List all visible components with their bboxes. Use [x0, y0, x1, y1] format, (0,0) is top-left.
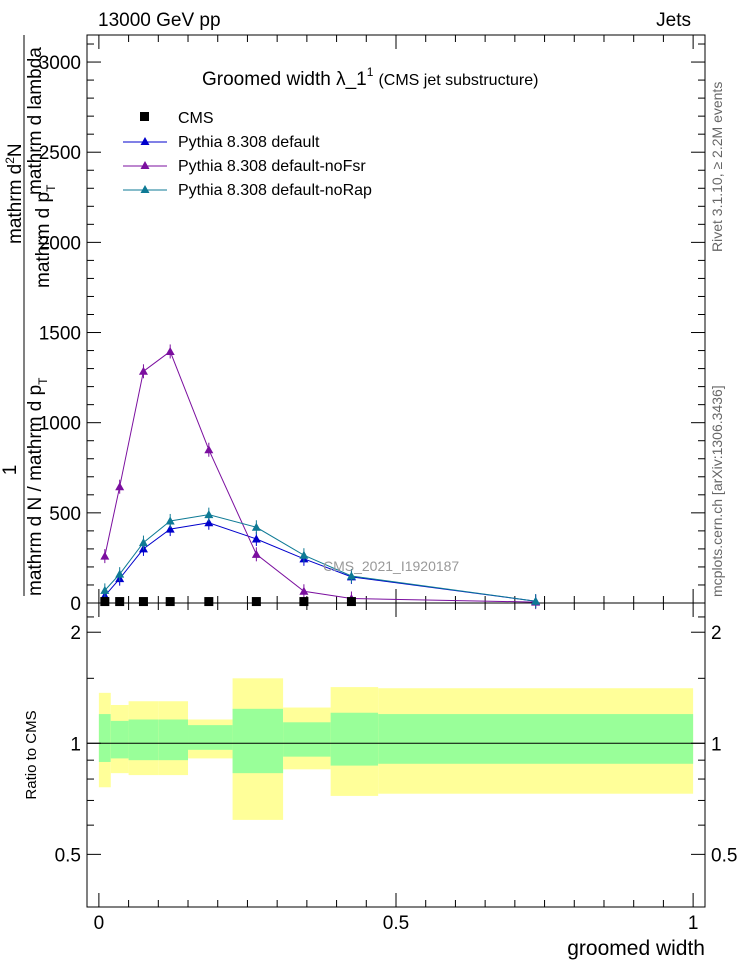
- legend-norap-marker: [140, 185, 150, 193]
- series-point: [251, 522, 261, 531]
- cms-point: [346, 597, 356, 607]
- mcplots-info: mcplots.cern.ch [arXiv:1306.3436]: [709, 385, 725, 597]
- ratio-y-label: Ratio to CMS: [23, 710, 40, 799]
- cms-point: [204, 597, 214, 607]
- y-label-numerator: mathrm d2N: [3, 143, 26, 244]
- series-point: [346, 571, 356, 580]
- ratio-y-tick-label: 0.5: [55, 845, 81, 866]
- rivet-info: Rivet 3.1.10, ≥ 2.2M events: [709, 82, 725, 252]
- x-tick-label: 0: [94, 913, 105, 934]
- main-axes: 0 500 1000 1500 2000 2500 3000: [39, 35, 705, 615]
- ratio-green-band: [110, 720, 129, 759]
- cms-point: [299, 597, 309, 607]
- y-label-right-line1: mathrm d pT: [33, 184, 58, 288]
- cms-point: [115, 597, 125, 607]
- series-point: [165, 524, 175, 533]
- chart-title-main: Groomed width λ_1: [202, 69, 367, 90]
- y-label-right-line1-text: mathrm d p: [33, 192, 54, 288]
- series-lines: [100, 344, 541, 610]
- x-tick-label: 1: [688, 913, 699, 934]
- watermark: CMS_2021_I1920187: [323, 558, 459, 574]
- series-point: [115, 569, 125, 578]
- series-point: [531, 596, 541, 605]
- ratio-green-band: [283, 722, 331, 757]
- legend-norap-label: Pythia 8.308 default-noRap: [178, 182, 372, 199]
- series-point: [100, 551, 110, 560]
- y-label-numerator-sup: 2: [3, 157, 17, 164]
- legend-cms-label: CMS: [178, 110, 214, 127]
- cms-point: [165, 597, 175, 607]
- series-point: [251, 549, 261, 558]
- series-point: [115, 482, 125, 491]
- y-label-one: 1: [0, 465, 21, 476]
- ratio-green-band: [330, 712, 379, 766]
- y-tick-label: 2000: [39, 233, 81, 254]
- y-tick-label: 0: [70, 594, 81, 615]
- y-tick-label: 2500: [39, 143, 81, 164]
- legend-cms-marker: [140, 112, 149, 121]
- x-tick-label: 0.5: [383, 913, 409, 934]
- y-label-denominator-text: mathrm d N / mathrm d p: [25, 385, 46, 596]
- header-right: Jets: [656, 10, 691, 31]
- chart-title: Groomed width λ_11 (CMS jet substructure): [202, 65, 538, 90]
- y-axis-label: 1 mathrm d N / mathrm d pT mathrm d2N ma…: [0, 35, 58, 596]
- y-label-right-line2: mathrm d lambda: [25, 47, 46, 195]
- ratio-green-band: [128, 719, 159, 761]
- ratio-y-tick-label-right: 0.5: [711, 845, 737, 866]
- series-point: [165, 516, 175, 525]
- legend-nofsr-marker: [140, 161, 150, 169]
- y-tick-label: 1000: [39, 414, 81, 435]
- ratio-y-tick-label: 1: [70, 734, 81, 755]
- y-label-right-line1-sub: T: [44, 184, 58, 192]
- cms-point: [251, 597, 261, 607]
- series-point: [165, 346, 175, 355]
- y-tick-label: 500: [49, 504, 81, 525]
- series-point: [204, 510, 214, 519]
- legend-default-marker: [140, 137, 150, 145]
- cms-point: [100, 597, 110, 607]
- series-point: [138, 538, 148, 547]
- x-axis-label: groomed width: [567, 937, 705, 960]
- y-label-denominator-sub: T: [36, 377, 50, 385]
- series-point: [251, 534, 261, 543]
- ratio-y-tick-label: 2: [70, 623, 81, 644]
- chart-title-suffix: (CMS jet substructure): [378, 72, 538, 89]
- ratio-axes: 0.5 0.5 1 1 2 2 0 0.5 1: [55, 603, 737, 934]
- ratio-y-tick-label-right: 1: [711, 734, 722, 755]
- ratio-green-band: [232, 708, 284, 774]
- legend: CMS Pythia 8.308 default Pythia 8.308 de…: [123, 110, 372, 199]
- y-label-numerator-prefix: mathrm d: [5, 164, 26, 244]
- header-left: 13000 GeV pp: [98, 10, 221, 31]
- ratio-green-band: [378, 714, 694, 764]
- series-point: [204, 518, 214, 527]
- ratio-green-band: [98, 714, 111, 762]
- y-label-numerator-rest: N: [5, 143, 26, 157]
- series-point: [138, 366, 148, 375]
- series-point: [204, 445, 214, 454]
- series-point: [299, 586, 309, 595]
- series-point: [299, 550, 309, 559]
- cms-points: [100, 597, 356, 607]
- ratio-green-band: [158, 719, 189, 761]
- legend-nofsr-label: Pythia 8.308 default-noFsr: [178, 158, 366, 175]
- ratio-bands: [87, 678, 705, 820]
- cms-point: [138, 597, 148, 607]
- y-label-denominator: mathrm d N / mathrm d pT: [25, 377, 50, 596]
- ratio-y-tick-label-right: 2: [711, 623, 722, 644]
- ratio-green-band: [188, 725, 233, 750]
- legend-default-label: Pythia 8.308 default: [178, 134, 320, 151]
- chart-title-sup: 1: [367, 65, 374, 79]
- y-tick-label: 3000: [39, 53, 81, 74]
- y-tick-label: 1500: [39, 324, 81, 345]
- series-point: [100, 585, 110, 594]
